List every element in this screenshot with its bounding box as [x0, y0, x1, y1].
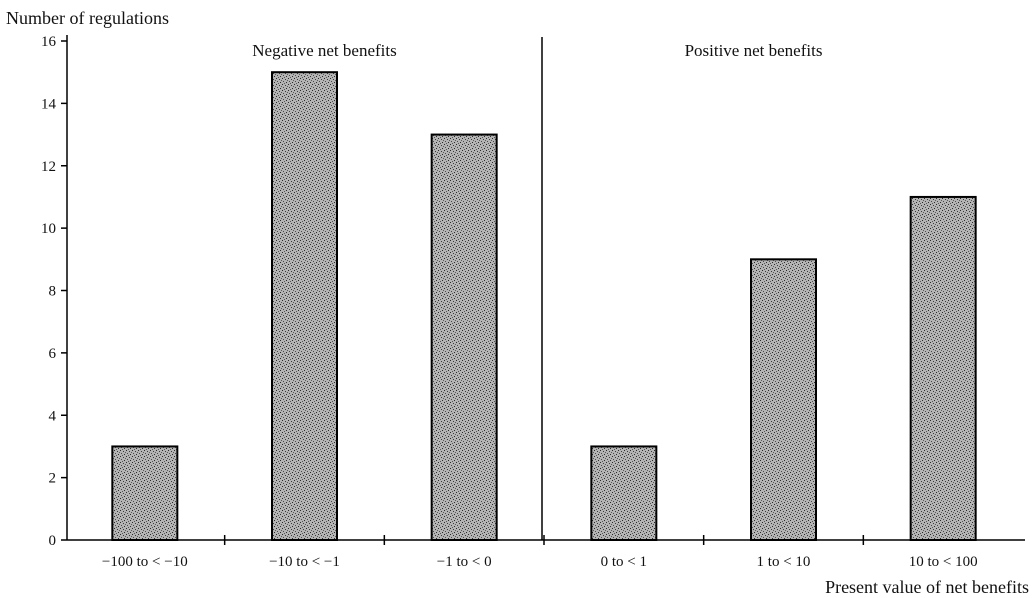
bars [111, 71, 977, 541]
x-tick-label: 1 to < 10 [757, 554, 811, 570]
bar [271, 71, 338, 541]
x-tick-label: −100 to < −10 [102, 554, 188, 570]
x-tick-label: 0 to < 1 [601, 554, 647, 570]
y-tick-label: 0 [49, 533, 57, 549]
x-tick-label: −10 to < −1 [269, 554, 340, 570]
ticks: 0 2 4 6 8 10 12 14 16 −100 to < −10 −10 to < −1 −1 … [41, 34, 978, 570]
x-axis-title: Present value of net benefits [825, 577, 1029, 597]
bar [909, 195, 977, 541]
x-tick-label: −1 to < 0 [437, 554, 492, 570]
y-tick-label: 14 [41, 96, 57, 112]
bar [430, 133, 498, 541]
bar [750, 258, 817, 541]
x-tick-label: 10 to < 100 [909, 554, 978, 570]
region-label: Negative net benefits [252, 41, 396, 60]
region-labels: Negative net benefits Positive net benefi… [252, 41, 822, 60]
y-tick-label: 8 [49, 284, 57, 300]
bar [590, 445, 658, 541]
region-label: Positive net benefits [685, 41, 823, 60]
y-tick-label: 2 [49, 471, 57, 487]
y-tick-label: 12 [41, 159, 56, 175]
y-axis-title: Number of regulations [6, 8, 169, 28]
axes [66, 35, 1025, 541]
y-tick-label: 16 [41, 34, 57, 50]
bar [111, 445, 179, 541]
y-tick-label: 4 [49, 408, 57, 424]
y-tick-label: 6 [49, 346, 57, 362]
y-tick-label: 10 [41, 221, 56, 237]
